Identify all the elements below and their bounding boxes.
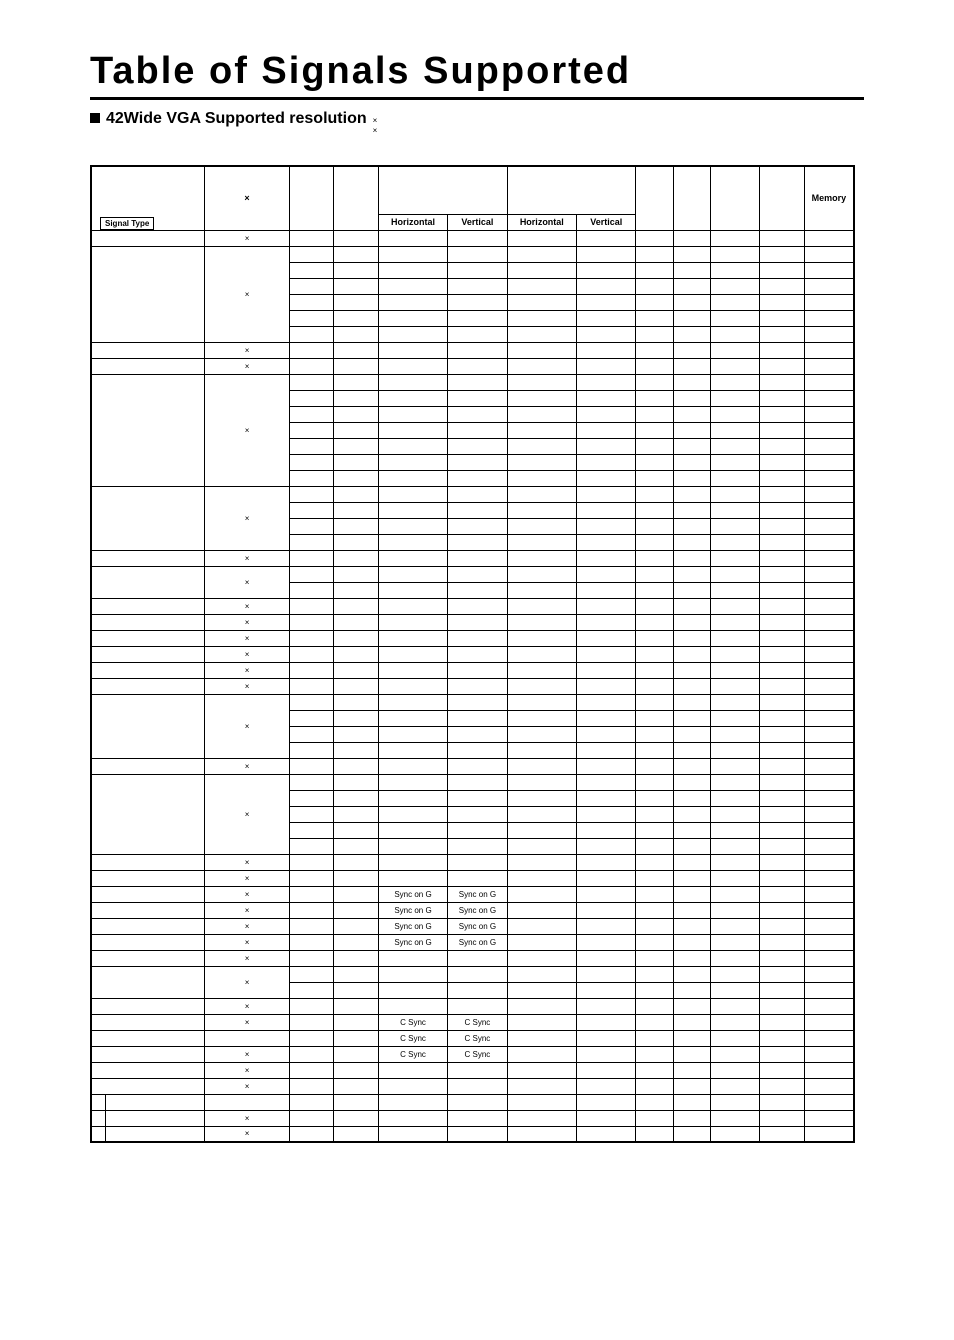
table-row: × (91, 630, 854, 646)
table-row: × (91, 566, 854, 582)
table-row: × (91, 230, 854, 246)
col-signal-type: Signal Type (91, 166, 205, 230)
page-title: Table of Signals Supported (90, 50, 864, 93)
col-rgb (760, 166, 805, 230)
table-row: × (91, 662, 854, 678)
section-subtitle: 42Wide VGA Supported resolution (106, 110, 367, 128)
table-row: × (91, 246, 854, 262)
table-row: × (91, 998, 854, 1014)
table-row: × (91, 486, 854, 502)
title-rule (90, 97, 864, 100)
col-vfreq (334, 166, 379, 230)
table-row: ×Sync on GSync on G (91, 886, 854, 902)
table-row: × (91, 854, 854, 870)
signals-table: Signal Type × Memory Horizontal Vertical… (90, 165, 855, 1143)
col-ss2 (673, 166, 710, 230)
col-hfreq (289, 166, 334, 230)
col-pres-h: Horizontal (507, 214, 576, 230)
table-row: × (91, 950, 854, 966)
table-row: × (91, 598, 854, 614)
col-presence (507, 166, 636, 214)
table-row (91, 1094, 854, 1110)
table-row: × (91, 550, 854, 566)
col-sync-v: Vertical (448, 214, 507, 230)
table-row: × (91, 614, 854, 630)
table-row: ×C SyncC Sync (91, 1046, 854, 1062)
col-ss1 (636, 166, 673, 230)
table-row: × (91, 342, 854, 358)
subtitle-note: ×× (373, 116, 378, 135)
col-sync-polarity (378, 166, 507, 214)
table-row: ×Sync on GSync on G (91, 934, 854, 950)
table-row: × (91, 1110, 854, 1126)
table-row: × (91, 358, 854, 374)
table-row: × (91, 1078, 854, 1094)
table-row: ×Sync on GSync on G (91, 918, 854, 934)
col-resolution: × (205, 166, 289, 230)
table-row: × (91, 774, 854, 790)
table-row: ×C SyncC Sync (91, 1014, 854, 1030)
table-row: × (91, 870, 854, 886)
table-row: × (91, 966, 854, 982)
table-row: × (91, 678, 854, 694)
col-memory: Memory (804, 166, 854, 230)
table-row: × (91, 694, 854, 710)
col-picture (710, 166, 760, 230)
table-row: × (91, 646, 854, 662)
table-row: × (91, 1126, 854, 1142)
table-row: C SyncC Sync (91, 1030, 854, 1046)
table-row: × (91, 1062, 854, 1078)
table-row: × (91, 758, 854, 774)
table-body: ××××××××××××××××××××Sync on GSync on G×S… (91, 230, 854, 1142)
square-bullet-icon (90, 113, 100, 123)
col-sync-h: Horizontal (378, 214, 447, 230)
table-row: × (91, 374, 854, 390)
table-row: ×Sync on GSync on G (91, 902, 854, 918)
col-pres-v: Vertical (577, 214, 636, 230)
